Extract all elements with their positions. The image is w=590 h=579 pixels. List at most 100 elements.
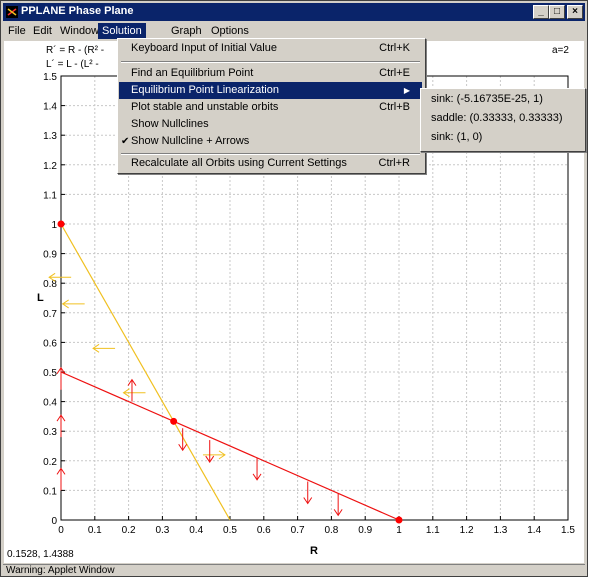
- direction-arrow: [61, 299, 85, 309]
- menu-options[interactable]: Options: [211, 25, 249, 37]
- menu-item-label: Equilibrium Point Linearization: [131, 84, 279, 96]
- solution-menu: Keyboard Input of Initial Value Ctrl+K F…: [117, 38, 426, 174]
- x-tick-label: 1.1: [426, 525, 440, 536]
- x-tick-label: 1.5: [561, 525, 575, 536]
- menu-item-nullcline-arrows[interactable]: ✔ Show Nullcline + Arrows: [119, 133, 422, 150]
- menu-item-shortcut: Ctrl+B: [379, 101, 410, 113]
- arrow-head: [205, 455, 215, 463]
- y-tick-label: 1: [51, 220, 57, 231]
- menu-separator: [121, 61, 420, 63]
- y-tick-label: 0.2: [43, 457, 57, 468]
- direction-arrow: [56, 414, 66, 438]
- menu-item-label: Keyboard Input of Initial Value: [131, 42, 277, 54]
- checkmark-icon: ✔: [121, 136, 130, 147]
- title-bar[interactable]: PPLANE Phase Plane _ □ ×: [3, 3, 585, 21]
- nullcline-line: [60, 371, 400, 521]
- l-equation: L´ = L - (L² -: [46, 58, 99, 70]
- x-tick-label: 0.4: [189, 525, 203, 536]
- arrow-head: [56, 414, 66, 422]
- x-tick-label: 0.8: [324, 525, 338, 536]
- menu-file[interactable]: File: [8, 25, 26, 37]
- direction-arrow: [202, 450, 226, 460]
- arrow-head: [92, 343, 100, 353]
- menu-solution[interactable]: Solution: [98, 23, 146, 39]
- menu-graph[interactable]: Graph: [171, 25, 202, 37]
- x-tick-label: 0.2: [122, 525, 136, 536]
- x-tick-label: 0.7: [291, 525, 305, 536]
- y-tick-label: 0.8: [43, 279, 57, 290]
- equilibrium-point: [170, 417, 178, 425]
- y-tick-label: 0.9: [43, 250, 57, 261]
- y-tick-label: 0.7: [43, 309, 57, 320]
- x-axis-label: R: [310, 545, 318, 557]
- direction-arrow: [56, 467, 66, 491]
- axis-ticks: 0 0.1 0.2 0.3 0.4 0.5 0.6 0.7 0.8 0.9 1 1.1 1.2 1.3 1.…: [43, 72, 575, 536]
- submenu-item-saddle[interactable]: saddle: (0.33333, 0.33333): [431, 112, 563, 124]
- menu-item-linearization[interactable]: Equilibrium Point Linearization ▶: [119, 82, 422, 99]
- arrow-head: [333, 509, 343, 517]
- y-axis-label: L: [37, 292, 44, 304]
- y-tick-label: 1.1: [43, 190, 57, 201]
- menu-item-label: Show Nullcline + Arrows: [131, 135, 250, 147]
- x-tick-label: 0.1: [88, 525, 102, 536]
- menu-item-shortcut: Ctrl+K: [379, 42, 410, 54]
- submenu-item-sink-origin[interactable]: sink: (-5.16735E-25, 1): [431, 93, 543, 105]
- y-tick-label: 1.4: [43, 102, 57, 113]
- close-button[interactable]: ×: [567, 5, 583, 19]
- y-tick-label: 1.3: [43, 131, 57, 142]
- direction-arrows: [48, 272, 343, 517]
- window-title: PPLANE Phase Plane: [21, 5, 134, 17]
- app-icon: [6, 6, 18, 18]
- y-tick-label: 0.1: [43, 486, 57, 497]
- linearization-submenu: sink: (-5.16735E-25, 1) saddle: (0.33333…: [420, 88, 586, 152]
- equilibrium-point: [395, 516, 403, 524]
- maximize-icon: □: [553, 6, 561, 17]
- x-tick-label: 0: [58, 525, 64, 536]
- y-tick-label: 0: [51, 516, 57, 527]
- submenu-item-sink-one[interactable]: sink: (1, 0): [431, 131, 483, 143]
- y-tick-label: 0.3: [43, 427, 57, 438]
- direction-arrow: [178, 428, 188, 452]
- parameter-label: a=2: [552, 45, 569, 56]
- menu-item-shortcut: Ctrl+E: [379, 67, 410, 79]
- maximize-button[interactable]: □: [549, 5, 565, 19]
- arrow-head: [218, 450, 226, 460]
- x-tick-label: 0.3: [155, 525, 169, 536]
- menu-item-label: Find an Equilibrium Point: [131, 67, 254, 79]
- x-tick-label: 1.2: [460, 525, 474, 536]
- equilibrium-point: [57, 220, 65, 228]
- y-tick-label: 1.2: [43, 161, 57, 172]
- equilibrium-points: [57, 220, 403, 524]
- minimize-icon: _: [538, 6, 544, 17]
- y-tick-label: 0.4: [43, 398, 57, 409]
- menu-window[interactable]: Window: [60, 25, 100, 37]
- menu-item-recalculate[interactable]: Recalculate all Orbits using Current Set…: [119, 155, 422, 172]
- nullclines: [60, 223, 400, 521]
- menu-item-keyboard-input[interactable]: Keyboard Input of Initial Value Ctrl+K: [119, 40, 422, 57]
- direction-arrow: [92, 343, 116, 353]
- menu-edit[interactable]: Edit: [33, 25, 52, 37]
- direction-arrow: [333, 493, 343, 517]
- menu-bar: File Edit Window Solution Graph Options: [3, 22, 585, 40]
- x-tick-label: 0.9: [358, 525, 372, 536]
- menu-item-find-equilibrium[interactable]: Find an Equilibrium Point Ctrl+E: [119, 65, 422, 82]
- direction-arrow: [48, 272, 72, 282]
- y-tick-label: 1.5: [43, 72, 57, 83]
- x-tick-label: 1.3: [493, 525, 507, 536]
- arrow-head: [122, 388, 130, 398]
- arrow-head: [56, 366, 66, 375]
- nullcline-line: [60, 223, 231, 521]
- minimize-button[interactable]: _: [533, 5, 549, 19]
- menu-item-show-nullclines[interactable]: Show Nullclines: [119, 116, 422, 133]
- x-tick-label: 0.5: [223, 525, 237, 536]
- direction-arrow: [205, 440, 215, 463]
- arrow-head: [178, 443, 188, 452]
- menu-item-stable-unstable[interactable]: Plot stable and unstable orbits Ctrl+B: [119, 99, 422, 116]
- x-tick-label: 1: [396, 525, 402, 536]
- arrow-head: [56, 467, 66, 475]
- arrow-head: [303, 497, 313, 505]
- x-tick-label: 0.6: [257, 525, 271, 536]
- phase-plane-area[interactable]: R´ = R - (R² - L´ = L - (L² - a=2 0 0.1 0.…: [4, 41, 584, 563]
- direction-arrow: [127, 378, 137, 402]
- status-bar: Warning: Applet Window: [3, 564, 585, 576]
